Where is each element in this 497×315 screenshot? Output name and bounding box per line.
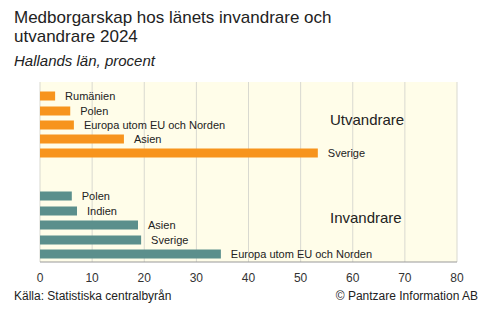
category-label: Sverige <box>328 147 365 159</box>
category-label: Europa utom EU och Norden <box>231 248 372 260</box>
title: Medborgarskap hos länets invandrare och <box>14 8 332 27</box>
chart: Medborgarskap hos länets invandrare ochu… <box>0 0 497 315</box>
category-label: Rumänien <box>65 90 115 102</box>
bar <box>40 135 124 144</box>
bar <box>40 221 138 230</box>
x-axis <box>40 262 457 263</box>
bar <box>40 107 70 116</box>
tick-label: 30 <box>190 271 204 285</box>
tick-label: 0 <box>37 271 44 285</box>
grid-line <box>404 82 405 170</box>
category-label: Europa utom EU och Norden <box>84 119 225 131</box>
category-label: Polen <box>80 105 108 117</box>
subtitle: Hallands län, procent <box>14 52 156 69</box>
tick-label: 50 <box>294 271 308 285</box>
tick-label: 10 <box>85 271 99 285</box>
group-title: Utvandrare <box>330 111 404 128</box>
tick-label: 20 <box>138 271 152 285</box>
bar <box>40 149 318 158</box>
source: Källa: Statistiska centralbyrån <box>14 289 171 303</box>
group-title: Invandrare <box>330 209 402 226</box>
grid-line <box>144 170 145 262</box>
tick-label: 40 <box>242 271 256 285</box>
grid-line <box>196 170 197 262</box>
grid-line <box>404 170 405 262</box>
grid-line <box>457 170 458 262</box>
category-label: Polen <box>82 190 110 202</box>
credit: © Pantzare Information AB <box>336 289 478 303</box>
tick-label: 70 <box>398 271 412 285</box>
grid-line <box>457 82 458 170</box>
grid-line <box>40 170 41 262</box>
category-label: Asien <box>148 219 176 231</box>
category-label: Sverige <box>151 234 188 246</box>
tick-label: 60 <box>346 271 360 285</box>
bars <box>40 192 221 259</box>
plot-background <box>40 82 457 262</box>
bar <box>40 207 77 216</box>
category-label: Indien <box>87 205 117 217</box>
bar <box>40 236 141 245</box>
title: utvandrare 2024 <box>14 27 138 46</box>
bar <box>40 192 72 201</box>
bar <box>40 92 55 101</box>
tick-label: 80 <box>450 271 464 285</box>
category-label: Asien <box>134 133 162 145</box>
bar <box>40 121 74 130</box>
bar <box>40 250 221 259</box>
